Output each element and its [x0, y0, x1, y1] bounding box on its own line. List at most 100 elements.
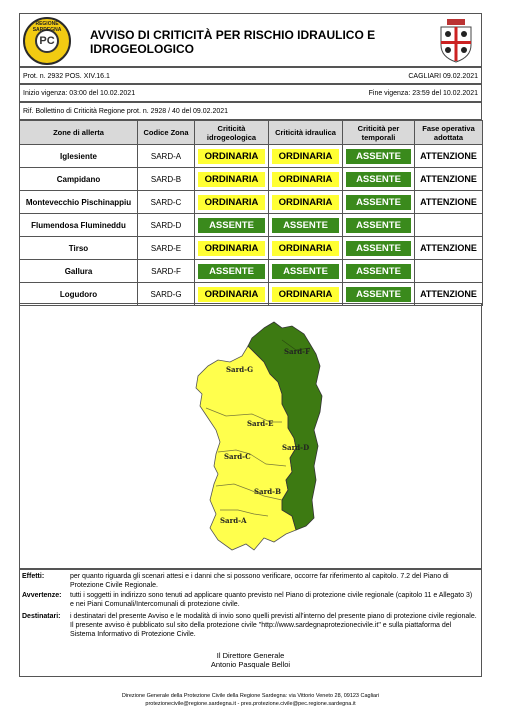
criticality-cell: ASSENTE [342, 259, 415, 283]
criticality-cell: ORDINARIA [268, 236, 343, 260]
map-label-sard-c: Sard-C [224, 452, 251, 461]
logo-mark: PC [35, 29, 59, 53]
table-row: Tirso SARD-E ORDINARIA ORDINARIA ASSENTE ATTE… [19, 236, 483, 260]
map-label-sard-f: Sard-F [284, 347, 310, 356]
reference-row: Rif. Bollettino di Criticità Regione pro… [19, 102, 482, 120]
column-header: Criticità per temporali [342, 120, 415, 145]
criticality-level-badge: ASSENTE [346, 171, 411, 187]
column-header: Criticità idraulica [268, 120, 343, 145]
column-header: Fase operativa adottata [414, 120, 483, 145]
protocol-row: Prot. n. 2932 POS. XIV.16.1 CAGLIARI 09.… [19, 67, 482, 84]
column-header: Codice Zona [137, 120, 195, 145]
zone-code: SARD-D [137, 213, 195, 237]
zone-name: Gallura [19, 259, 138, 283]
table-header-row: Zone di allerta Codice Zona Criticità id… [19, 120, 483, 145]
operative-phase: ATTENZIONE [414, 236, 483, 260]
map-border [281, 339, 311, 351]
map-label-sard-d: Sard-D [282, 443, 309, 452]
operative-phase [414, 213, 483, 237]
footer-emails: protezionecivile@regione.sardegna.it - p… [145, 701, 356, 707]
zone-code: SARD-B [137, 167, 195, 191]
signature-role: Il Direttore Generale [216, 651, 285, 660]
table-row: Logudoro SARD-G ORDINARIA ORDINARIA ASSENTE A… [19, 282, 483, 306]
note-label: Avvertenze: [22, 592, 62, 599]
validity-start: Inizio vigenza: 03:00 del 10.02.2021 [23, 90, 136, 97]
validity-row: Inizio vigenza: 03:00 del 10.02.2021 Fin… [19, 84, 482, 102]
map-label-sard-b: Sard-B [254, 487, 281, 496]
zone-name: Montevecchio Pischinappiu [19, 190, 138, 214]
map-border [217, 449, 287, 467]
civil-protection-logo: REGIONE SARDEGNA PC [23, 17, 71, 65]
criticality-cell: ASSENTE [342, 144, 415, 168]
criticality-level-badge: ASSENTE [346, 194, 411, 210]
document-header: REGIONE SARDEGNA PC AVVISO DI CRITICITÀ … [19, 13, 482, 67]
zone-name: Logudoro [19, 282, 138, 306]
criticality-cell: ASSENTE [342, 167, 415, 191]
criticality-cell: ORDINARIA [194, 282, 269, 306]
criticality-cell: ASSENTE [268, 213, 343, 237]
operative-phase: ATTENZIONE [414, 190, 483, 214]
notes-section: Effetti: per quanto riguarda gli scenari… [19, 569, 482, 677]
alert-zones-table: Zone di allerta Codice Zona Criticità id… [19, 120, 483, 306]
map-label-sard-a: Sard-A [220, 516, 247, 525]
table-row: Gallura SARD-F ASSENTE ASSENTE ASSENTE [19, 259, 483, 283]
criticality-level-badge: ASSENTE [272, 263, 339, 279]
note-text: tutti i soggetti in indirizzo sono tenut… [70, 592, 473, 608]
criticality-cell: ASSENTE [194, 213, 269, 237]
criticality-cell: ASSENTE [342, 190, 415, 214]
map-zone-assente [247, 321, 323, 531]
zone-code: SARD-C [137, 190, 195, 214]
zone-name: Flumendosa Flumineddu [19, 213, 138, 237]
criticality-cell: ORDINARIA [268, 144, 343, 168]
note-text: per quanto riguarda gli scenari attesi e… [70, 573, 449, 589]
zone-code: SARD-A [137, 144, 195, 168]
map-label-sard-e: Sard-E [247, 419, 273, 428]
criticality-level-badge: ORDINARIA [272, 286, 339, 302]
place-date: CAGLIARI 09.02.2021 [408, 73, 478, 80]
column-header: Criticità idrogeologica [194, 120, 269, 145]
map-border [220, 509, 269, 517]
zone-name: Campidano [19, 167, 138, 191]
protocol-number: Prot. n. 2932 POS. XIV.16.1 [23, 73, 110, 80]
operative-phase: ATTENZIONE [414, 282, 483, 306]
criticality-cell: ORDINARIA [268, 282, 343, 306]
criticality-level-badge: ASSENTE [272, 217, 339, 233]
bulletin-reference: Rif. Bollettino di Criticità Regione pro… [23, 108, 229, 115]
criticality-level-badge: ORDINARIA [272, 171, 339, 187]
alert-map: Sard-F Sard-G Sard-E Sard-D Sard-C Sard-… [19, 303, 482, 569]
criticality-level-badge: ASSENTE [198, 217, 265, 233]
criticality-level-badge: ORDINARIA [272, 148, 339, 164]
zone-name: Tirso [19, 236, 138, 260]
criticality-level-badge: ORDINARIA [272, 240, 339, 256]
zone-code: SARD-E [137, 236, 195, 260]
operative-phase: ATTENZIONE [414, 144, 483, 168]
note-label: Effetti: [22, 573, 45, 580]
operative-phase [414, 259, 483, 283]
operative-phase: ATTENZIONE [414, 167, 483, 191]
criticality-cell: ORDINARIA [194, 236, 269, 260]
map-border [215, 483, 283, 501]
criticality-cell: ASSENTE [342, 213, 415, 237]
criticality-cell: ORDINARIA [268, 167, 343, 191]
note-text: i destinatari del presente Avviso e le m… [70, 613, 477, 638]
criticality-level-badge: ORDINARIA [198, 148, 265, 164]
footer-address: Direzione Generale della Protezione Civi… [121, 693, 380, 699]
criticality-level-badge: ASSENTE [198, 263, 265, 279]
criticality-level-badge: ASSENTE [346, 286, 411, 302]
note-label: Destinatari: [22, 613, 61, 620]
criticality-cell: ORDINARIA [194, 167, 269, 191]
criticality-level-badge: ASSENTE [346, 240, 411, 256]
criticality-level-badge: ASSENTE [346, 217, 411, 233]
zone-name: Iglesiente [19, 144, 138, 168]
zone-code: SARD-G [137, 282, 195, 306]
signature-name: Antonio Pasquale Belloi [210, 660, 291, 669]
map-label-sard-g: Sard-G [226, 365, 253, 374]
criticality-level-badge: ORDINARIA [198, 286, 265, 302]
criticality-level-badge: ORDINARIA [272, 194, 339, 210]
criticality-level-badge: ASSENTE [346, 148, 411, 164]
criticality-level-badge: ORDINARIA [198, 194, 265, 210]
table-row: Iglesiente SARD-A ORDINARIA ORDINARIA ASSENT… [19, 144, 483, 168]
criticality-level-badge: ORDINARIA [198, 240, 265, 256]
criticality-cell: ASSENTE [342, 236, 415, 260]
note-effetti: Effetti: per quanto riguarda gli scenari… [20, 572, 481, 590]
